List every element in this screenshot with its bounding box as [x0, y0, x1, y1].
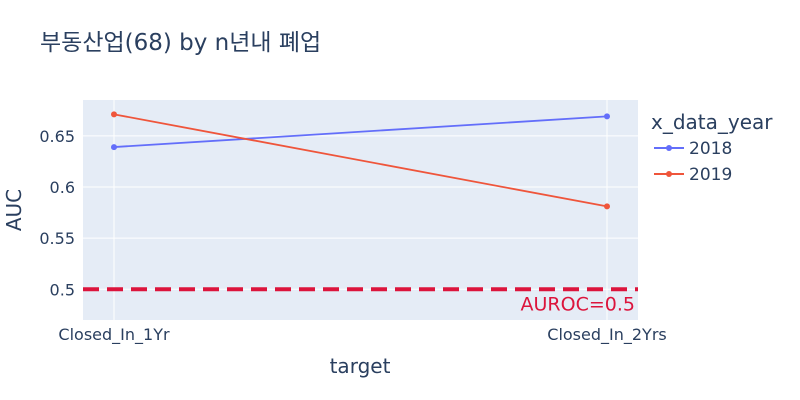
- y-tick-label: 0.55: [39, 229, 75, 248]
- x-tick-label: Closed_In_1Yr: [58, 325, 170, 345]
- data-point[interactable]: [111, 111, 117, 118]
- legend-marker: [666, 145, 672, 151]
- reference-line-label: AUROC=0.5: [521, 293, 635, 315]
- chart-title: 부동산업(68) by n년내 폐업: [40, 30, 321, 56]
- data-point[interactable]: [604, 203, 610, 210]
- series-2018: [111, 113, 610, 151]
- x-tick-label: Closed_In_2Yrs: [547, 325, 666, 345]
- y-axis-ticks: 0.5 0.55 0.6 0.65: [39, 127, 75, 299]
- y-tick-label: 0.65: [39, 127, 75, 146]
- y-axis-title: AUC: [2, 189, 26, 231]
- y-tick-label: 0.6: [50, 178, 75, 197]
- series-line: [113, 113, 608, 208]
- data-point[interactable]: [111, 144, 117, 151]
- x-axis-ticks: Closed_In_1Yr Closed_In_2Yrs: [58, 325, 666, 345]
- plot-area: [83, 100, 638, 320]
- y-tick-label: 0.5: [50, 280, 75, 299]
- series-line: [113, 115, 608, 148]
- x-axis-title: target: [330, 354, 391, 378]
- legend-title: x_data_year: [651, 110, 773, 134]
- legend-marker: [666, 171, 672, 177]
- series-lines: [111, 111, 610, 210]
- legend-item-2018[interactable]: 2018: [654, 139, 732, 159]
- legend-item-2019[interactable]: 2019: [654, 165, 732, 185]
- data-point[interactable]: [604, 113, 610, 120]
- legend-label: 2019: [689, 165, 732, 185]
- series-2019: [111, 111, 610, 210]
- legend[interactable]: x_data_year 2018 2019: [651, 110, 773, 185]
- legend-label: 2018: [689, 139, 732, 159]
